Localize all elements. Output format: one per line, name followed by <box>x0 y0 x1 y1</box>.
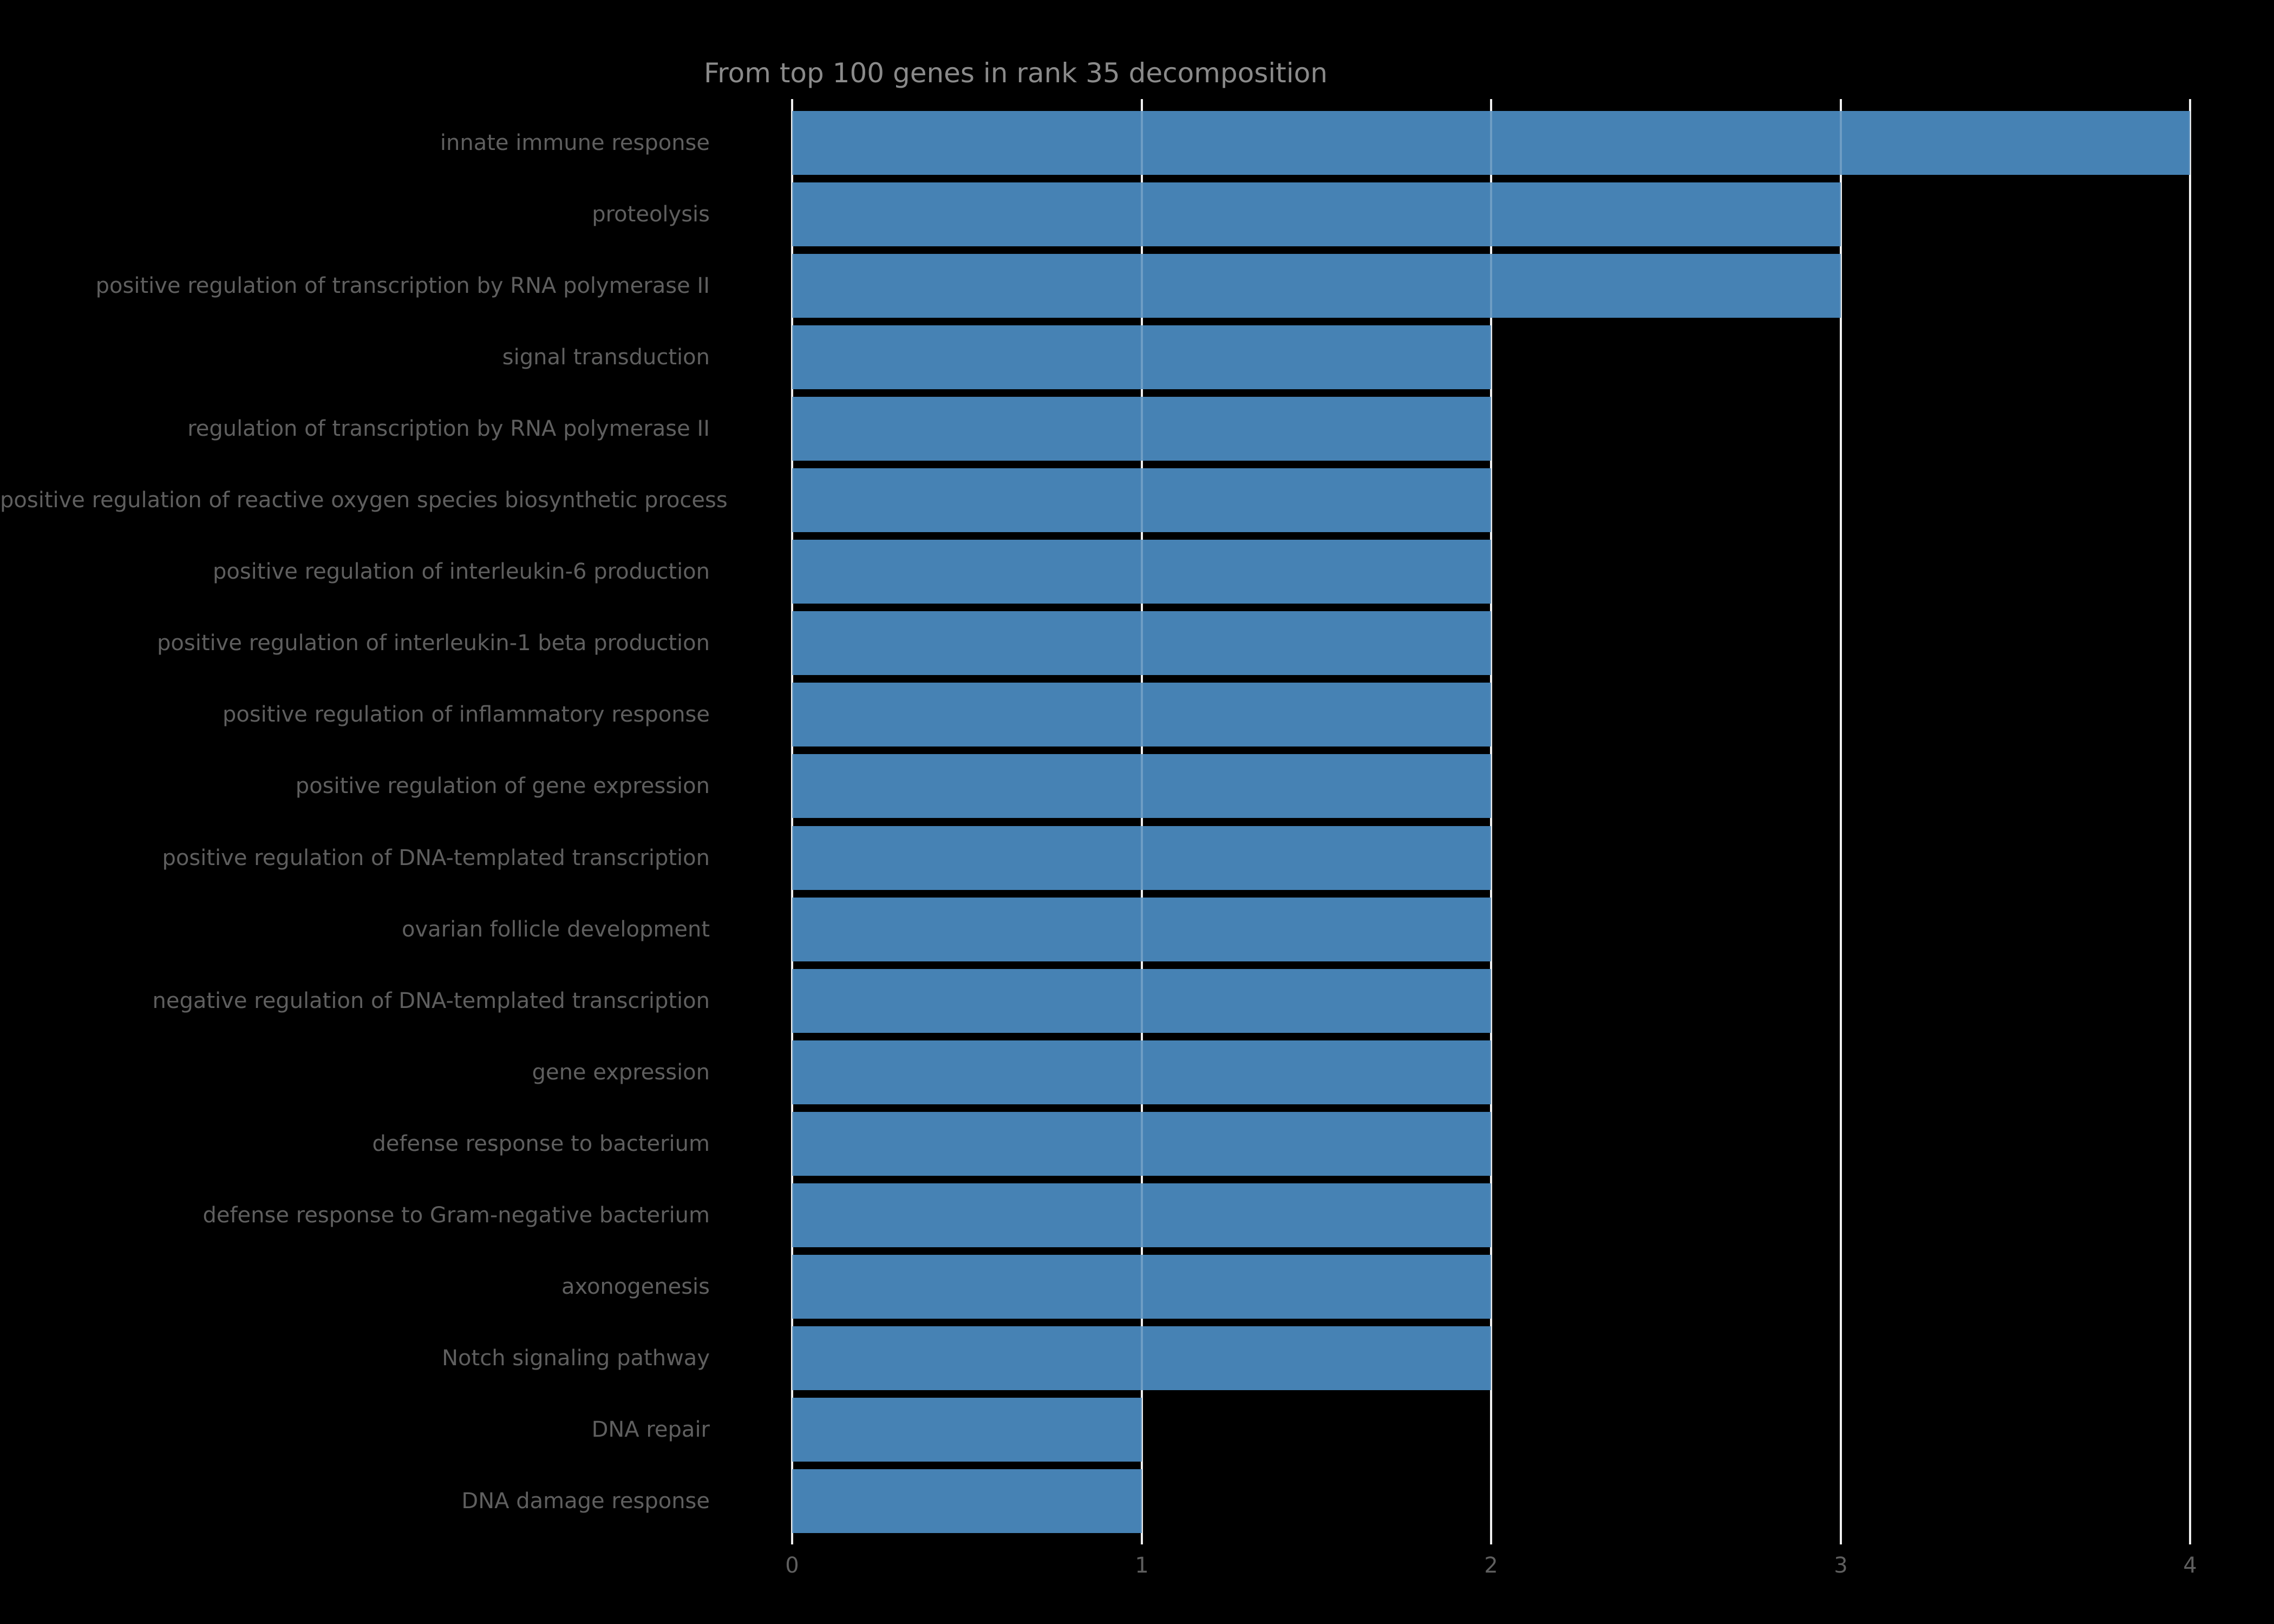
y-axis-label: Notch signaling pathway <box>442 1346 710 1371</box>
bar <box>792 826 1491 890</box>
bar <box>792 1040 1491 1104</box>
bar <box>792 182 1841 246</box>
bar <box>792 1326 1491 1390</box>
bar <box>792 468 1491 532</box>
bar <box>792 254 1841 318</box>
gridline-x1 <box>1141 99 1143 1544</box>
y-axis-label: regulation of transcription by RNA polym… <box>187 416 710 441</box>
bar <box>792 540 1491 604</box>
gridline-overlay-x0 <box>791 99 793 1544</box>
x-tick-label-3: 3 <box>1834 1553 1848 1578</box>
bar <box>792 1183 1491 1247</box>
bar <box>792 683 1491 746</box>
y-axis-label: positive regulation of gene expression <box>295 774 710 798</box>
y-axis-label: defense response to Gram-negative bacter… <box>202 1203 710 1228</box>
y-axis-label: positive regulation of interleukin-6 pro… <box>212 559 710 584</box>
bar <box>792 969 1491 1033</box>
bar <box>792 1398 1142 1462</box>
y-axis-label: positive regulation of DNA-templated tra… <box>162 846 710 870</box>
gridline-overlay-x2 <box>1490 99 1492 1544</box>
y-axis-label: positive regulation of transcription by … <box>95 273 710 298</box>
bar <box>792 325 1491 389</box>
y-axis-label: defense response to bacterium <box>372 1131 710 1156</box>
gridline-x2 <box>1490 99 1492 1544</box>
bar <box>792 611 1491 675</box>
y-axis-label: DNA damage response <box>461 1489 710 1514</box>
y-axis-label: ovarian follicle development <box>402 917 710 942</box>
bar <box>792 111 2190 175</box>
x-tick-label-0: 0 <box>785 1553 799 1578</box>
y-axis-label: negative regulation of DNA-templated tra… <box>152 988 710 1013</box>
plot-area <box>791 99 2191 1544</box>
y-axis-label: signal transduction <box>502 345 710 370</box>
bar <box>792 1112 1491 1176</box>
y-axis-label: proteolysis <box>592 202 710 227</box>
y-axis-label: positive regulation of inflammatory resp… <box>222 702 710 727</box>
x-tick-label-4: 4 <box>2183 1553 2197 1578</box>
bar <box>792 1469 1142 1533</box>
gridline-x0 <box>791 99 793 1544</box>
gridline-x4 <box>2189 99 2191 1544</box>
y-axis-label: DNA repair <box>591 1417 710 1442</box>
y-axis-label: positive regulation of reactive oxygen s… <box>0 488 728 513</box>
bar <box>792 397 1491 461</box>
y-axis-label: innate immune response <box>440 130 710 155</box>
chart-title: From top 100 genes in rank 35 decomposit… <box>704 57 1328 89</box>
bar <box>792 1255 1491 1319</box>
gridline-overlay-x1 <box>1141 99 1143 1544</box>
gridline-x3 <box>1840 99 1842 1544</box>
x-tick-label-1: 1 <box>1135 1553 1149 1578</box>
gridline-overlay-x4 <box>2189 99 2191 1544</box>
y-axis-label: gene expression <box>532 1060 710 1085</box>
bar <box>792 898 1491 961</box>
bar <box>792 754 1491 818</box>
y-axis-label: positive regulation of interleukin-1 bet… <box>157 631 710 656</box>
x-tick-label-2: 2 <box>1484 1553 1498 1578</box>
gridline-overlay-x3 <box>1840 99 1842 1544</box>
y-axis-label: axonogenesis <box>561 1274 710 1299</box>
y-axis-labels: innate immune response proteolysis positiv… <box>0 0 728 1624</box>
